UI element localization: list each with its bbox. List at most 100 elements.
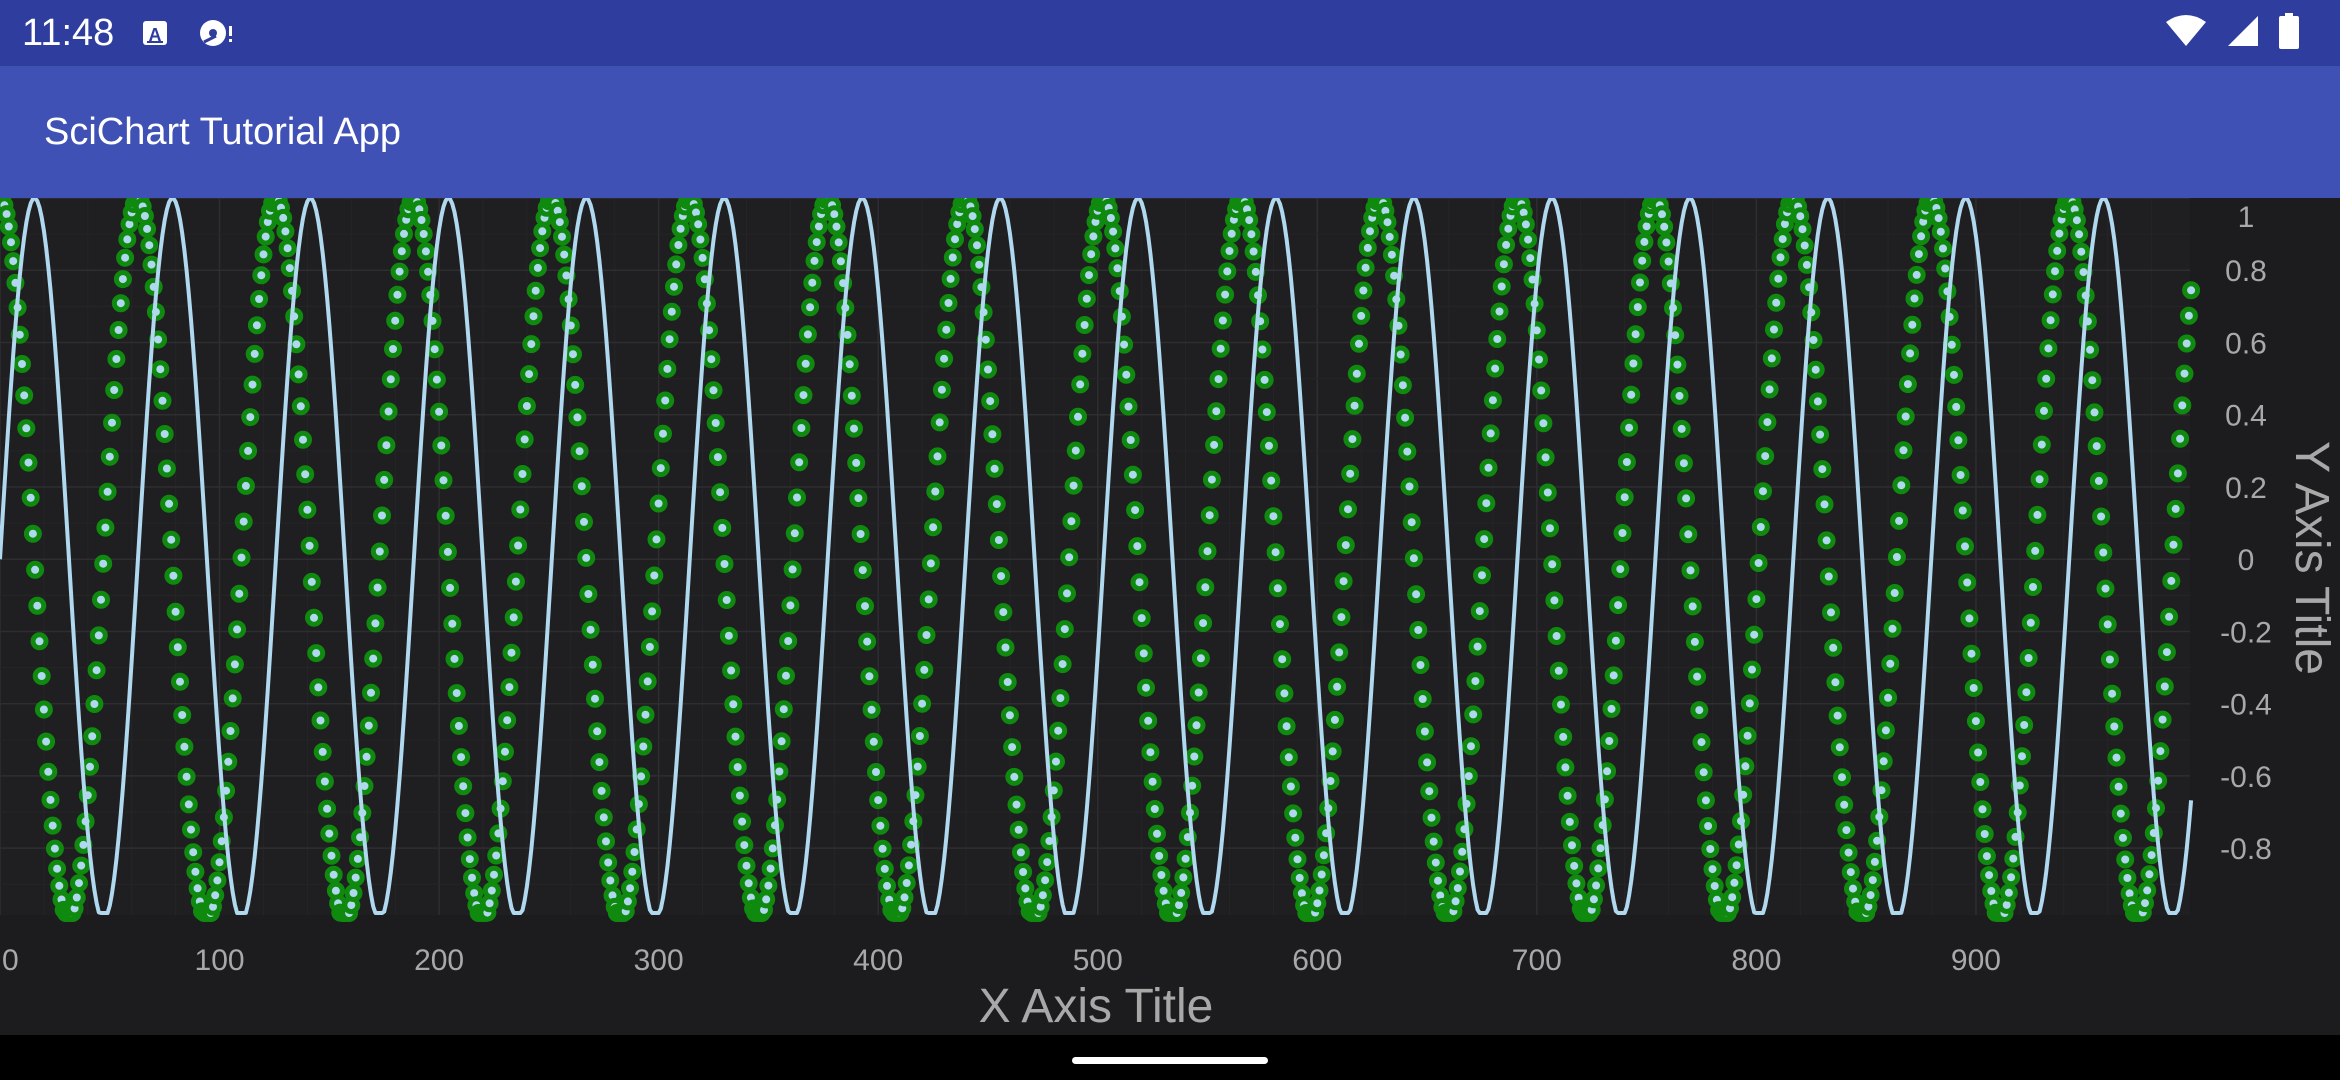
- home-gesture-handle[interactable]: [1072, 1057, 1268, 1064]
- scatter-point: [1404, 549, 1423, 568]
- scatter-point: [2103, 684, 2122, 703]
- scatter-point: [412, 211, 431, 229]
- scatter-point: [1194, 614, 1213, 633]
- scatter-point: [781, 596, 800, 615]
- scatter-point: [1266, 543, 1285, 562]
- scatter-point: [807, 233, 826, 252]
- scatter-point: [368, 578, 387, 597]
- scatter-point: [278, 239, 297, 258]
- scatter-point: [1679, 525, 1698, 544]
- scatter-point: [228, 620, 247, 639]
- scatter-point: [2177, 334, 2196, 353]
- scatter-point: [711, 483, 730, 502]
- scatter-point: [1705, 877, 1724, 895]
- scatter-point: [792, 419, 811, 437]
- scatter-point: [1756, 447, 1775, 466]
- scatter-point: [1773, 230, 1792, 249]
- scatter-point: [504, 608, 523, 627]
- scatter-point: [1497, 235, 1516, 254]
- scatter-point: [693, 248, 712, 267]
- scatter-point: [113, 270, 132, 289]
- status-bar: 11:48 A: [0, 0, 2340, 66]
- scatter-point: [1519, 230, 1538, 249]
- scatter-point: [1121, 431, 1140, 449]
- scatter-point: [502, 643, 521, 662]
- scatter-point: [1466, 672, 1485, 691]
- scatter-point: [1545, 591, 1564, 610]
- system-status-icons: [2164, 12, 2300, 52]
- scatter-point: [1077, 289, 1096, 308]
- scatter-point: [30, 632, 49, 651]
- scatter-point: [1833, 768, 1851, 787]
- scatter-point: [1271, 615, 1289, 634]
- scatter-point: [1813, 460, 1832, 479]
- chart-area[interactable]: 0 100 200 300 400 500 600 700 800 900 1 0.8 0.6 0.4 0.…: [0, 189, 2340, 1035]
- scatter-point: [1148, 824, 1166, 843]
- scatter-point: [691, 230, 710, 249]
- scatter-point: [1264, 507, 1283, 526]
- scatter-point: [1736, 757, 1755, 776]
- scatter-point: [1378, 213, 1397, 232]
- scatter-point: [294, 430, 312, 449]
- scatter-point: [531, 239, 550, 258]
- scatter-point: [1611, 560, 1630, 579]
- scatter-point: [1084, 227, 1103, 246]
- scatter-point: [638, 672, 657, 691]
- scatter-point: [177, 767, 196, 786]
- scatter-point: [979, 360, 997, 379]
- scatter-point: [375, 470, 394, 489]
- scatter-point: [1811, 425, 1830, 444]
- scatter-point: [1600, 732, 1619, 750]
- scatter-point: [719, 626, 738, 645]
- scatter-point: [1141, 743, 1160, 762]
- scatter-point: [1617, 453, 1636, 471]
- scatter-point: [0, 217, 18, 236]
- scatter-point: [873, 839, 892, 858]
- scatter-point: [162, 530, 181, 549]
- scatter-point: [359, 716, 378, 735]
- scatter-point: [89, 626, 108, 645]
- scatter-point: [937, 320, 956, 339]
- scatter-point: [779, 632, 798, 650]
- scatter-point: [1312, 865, 1331, 884]
- scatter-point: [798, 325, 817, 344]
- scatter-point: [94, 554, 113, 573]
- scatter-point: [322, 846, 341, 865]
- scatter-point: [1626, 325, 1645, 344]
- scatter-point: [1699, 817, 1718, 835]
- scatter-point: [458, 828, 477, 847]
- scatter-point: [416, 242, 435, 261]
- scatter-point: [794, 386, 813, 405]
- scatter-point: [579, 585, 598, 603]
- chart-svg[interactable]: 0 100 200 300 400 500 600 700 800 900 1 0.8 0.6 0.4 0.…: [0, 189, 2340, 1035]
- x-tick-label: 700: [1512, 944, 1562, 977]
- y-tick-label: 0.8: [2225, 255, 2267, 288]
- scatter-point: [717, 591, 736, 609]
- scatter-point: [1743, 660, 1761, 679]
- scatter-point: [1145, 800, 1164, 818]
- scatter-point: [658, 359, 677, 378]
- scatter-point: [67, 888, 86, 907]
- scatter-point: [871, 816, 890, 835]
- scatter-point: [930, 413, 949, 432]
- scatter-point: [111, 294, 130, 313]
- scatter-point: [1584, 890, 1603, 909]
- scatter-point: [526, 281, 545, 300]
- scatter-point: [1255, 370, 1274, 389]
- scatter-point: [1883, 619, 1902, 638]
- scatter-point: [1132, 609, 1151, 628]
- scatter-point: [2182, 281, 2201, 300]
- scatter-point: [513, 465, 532, 483]
- scatter-point: [311, 711, 330, 730]
- scatter-point: [362, 683, 380, 702]
- scatter-point: [395, 224, 413, 243]
- navigation-bar: [0, 1035, 2340, 1080]
- scatter-point: [1560, 812, 1579, 831]
- scatter-point: [1424, 832, 1443, 851]
- scatter-point: [651, 459, 670, 478]
- scatter-point: [1260, 436, 1278, 455]
- scatter-point: [107, 350, 126, 368]
- scatter-point: [1615, 488, 1634, 507]
- x-tick-label: 200: [414, 944, 464, 977]
- scatter-point: [1106, 239, 1125, 258]
